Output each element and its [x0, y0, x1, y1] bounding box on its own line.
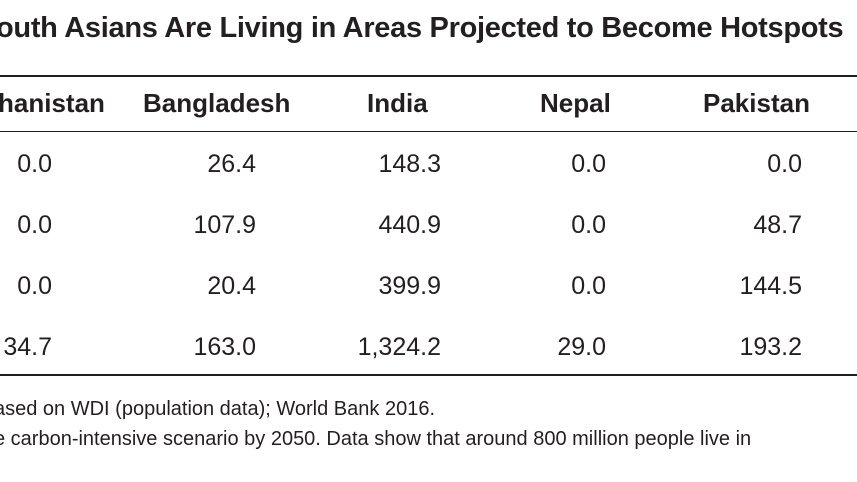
table-top-rule — [0, 75, 857, 77]
table-cell: 148.3 — [378, 150, 441, 178]
column-header-pakistan: Pakistan — [703, 88, 810, 118]
table-cell: 144.5 — [739, 272, 802, 300]
table-cell: 0.0 — [17, 272, 52, 300]
table-cell: 20.4 — [207, 272, 256, 300]
table-cell: 193.2 — [739, 333, 802, 361]
table-cell: 440.9 — [378, 211, 441, 239]
table-cell: 48.7 — [753, 211, 802, 239]
table-cell: 163.0 — [193, 333, 256, 361]
column-header-afghanistan: hanistan — [0, 88, 105, 118]
table-title: outh Asians Are Living in Areas Projecte… — [0, 12, 844, 44]
table-cell: 29.0 — [557, 333, 606, 361]
table-cell: 1,324.2 — [357, 333, 441, 361]
column-header-nepal: Nepal — [540, 88, 611, 118]
column-header-bangladesh: Bangladesh — [143, 88, 291, 118]
table-header-rule — [0, 131, 857, 132]
table-bottom-rule — [0, 374, 857, 376]
column-header-india: India — [367, 88, 428, 118]
table-cell: 26.4 — [207, 150, 256, 178]
table-cell: 34.7 — [3, 333, 52, 361]
table-cell: 0.0 — [17, 150, 52, 178]
table-cell: 0.0 — [571, 150, 606, 178]
table-cell: 0.0 — [767, 150, 802, 178]
table-cell: 399.9 — [378, 272, 441, 300]
table-note: e carbon-intensive scenario by 2050. Dat… — [0, 428, 752, 450]
table-cell: 0.0 — [17, 211, 52, 239]
table-cell: 107.9 — [193, 211, 256, 239]
table-cell: 0.0 — [571, 211, 606, 239]
source-note: ased on WDI (population data); World Ban… — [0, 398, 435, 420]
table-cell: 0.0 — [571, 272, 606, 300]
